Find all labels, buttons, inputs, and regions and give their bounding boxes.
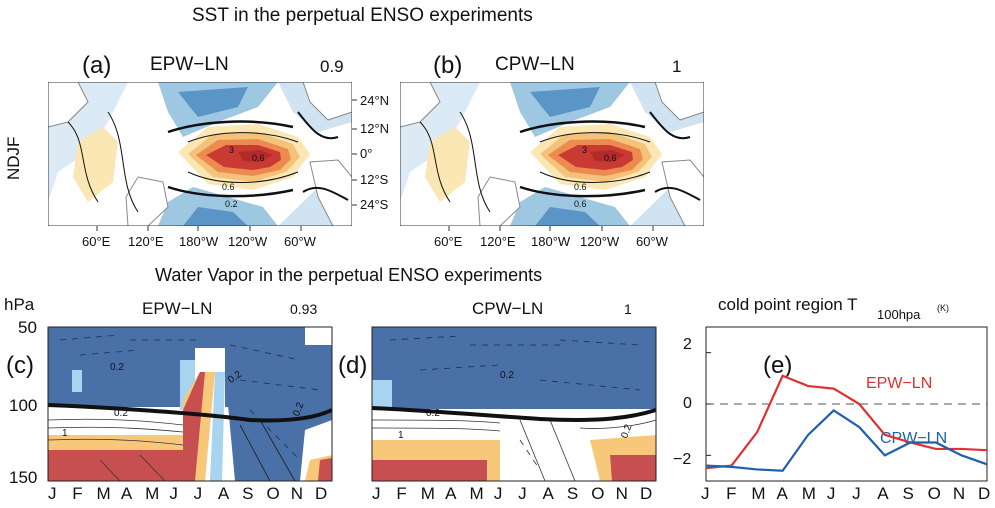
y-unit-label: hPa	[4, 295, 35, 314]
y-tick-label: 50	[18, 318, 37, 337]
sst-contour-label: 0.6	[252, 153, 265, 163]
panel-e-month-label: A	[776, 484, 788, 503]
panel-d-month-label: D	[640, 484, 653, 503]
panel-b-correlation: 1	[672, 57, 682, 76]
sst-contour-label: 3	[582, 145, 588, 155]
wv-contour-label: 1	[62, 428, 68, 439]
panel-c-name: EPW−LN	[142, 299, 213, 318]
panel-e-ytick: 0	[683, 395, 692, 412]
panel-e-ytick: −2	[673, 451, 692, 468]
lat-tick-label: 24°N	[360, 93, 390, 108]
panel-e-letter: (e)	[763, 352, 793, 379]
wv-figure-title: Water Vapor in the perpetual ENSO experi…	[155, 265, 543, 285]
lon-tick-label: 120°W	[228, 234, 268, 249]
panel-d-month-label: J	[372, 484, 381, 503]
panel-e-month-label: N	[952, 484, 966, 503]
panel-a-name: EPW−LN	[150, 54, 229, 75]
wv-contour-label: 0.2	[114, 408, 128, 419]
lon-tick-label: 120°E	[480, 234, 516, 249]
lon-tick-label: 60°W	[636, 234, 668, 249]
panel-c-month-label: M	[145, 484, 160, 503]
sst-contour-label: 0.6	[574, 182, 587, 192]
panel-d-letter: (d)	[338, 352, 368, 379]
panel-c-month-label: J	[48, 484, 57, 503]
panel-c-month-label: S	[242, 484, 254, 503]
panel-d-month-label: S	[566, 484, 579, 503]
panel-d-plot	[371, 326, 657, 482]
lon-tick-label: 60°E	[82, 234, 111, 249]
panel-c-correlation: 0.93	[290, 301, 318, 317]
wv-contour-label: 0.2	[426, 408, 440, 419]
panel-c-month-label: J	[169, 484, 178, 503]
panel-c-month-label: O	[266, 484, 280, 503]
panel-a-letter: (a)	[82, 52, 112, 79]
panel-d-month-label: M	[420, 484, 435, 503]
sst-figure-title: SST in the perpetual ENSO experiments	[192, 5, 533, 26]
panel-c-month-label: A	[120, 484, 133, 503]
panel-e-month-label: J	[701, 484, 710, 503]
panel-c-month-label: A	[217, 484, 230, 503]
panel-c-month-label: D	[315, 484, 328, 503]
panel-c-month-label: M	[96, 484, 111, 503]
sst-contour-label: 0.6	[222, 182, 235, 192]
lon-tick-label: 180°W	[531, 234, 571, 249]
panel-e-month-label: A	[877, 484, 889, 503]
y-tick-label: 150	[9, 468, 38, 487]
panel-c-letter: (c)	[6, 352, 34, 379]
panel-d-month-label: A	[542, 484, 554, 503]
panel-d-month-label: N	[615, 484, 628, 503]
panel-d-month-label: F	[396, 484, 407, 503]
panel-d-name: CPW−LN	[472, 299, 544, 318]
panel-e-month-label: F	[726, 484, 737, 503]
panel-d-month-label: M	[469, 484, 484, 503]
panel-e-title-unit: (K)	[937, 303, 949, 313]
panel-c-month-label: N	[290, 484, 303, 503]
wv-contour-label: 1	[398, 430, 404, 441]
wv-contour-label: 0.2	[110, 362, 124, 373]
panel-e-month-label: S	[902, 484, 914, 503]
panel-d-month-label: J	[493, 484, 503, 503]
sst-contour-label: 0.2	[225, 199, 238, 209]
panel-d-month-label: J	[518, 484, 527, 503]
panel-e-month-label: D	[978, 484, 991, 503]
panel-c-month-label: J	[193, 484, 203, 503]
panel-e-month-label: O	[927, 484, 941, 503]
panel-e-ytick: 2	[683, 336, 692, 353]
lon-tick-label: 60°E	[434, 234, 463, 249]
panel-d-month-label: A	[445, 484, 457, 503]
series-line-cpw	[705, 409, 988, 472]
lat-tick-label: 12°N	[360, 121, 390, 136]
lon-tick-label: 180°W	[179, 234, 219, 249]
panel-a-correlation: 0.9	[320, 57, 344, 76]
panel-c-plot	[47, 326, 333, 482]
panel-e-month-label: M	[801, 484, 816, 503]
lon-tick-label: 120°E	[128, 234, 164, 249]
legend-epw: EPW−LN	[866, 375, 933, 392]
panel-b-name: CPW−LN	[495, 54, 575, 75]
panel-d-correlation: 1	[624, 301, 632, 317]
panel-c-month-label: F	[72, 484, 83, 503]
lon-tick-label: 120°W	[580, 234, 620, 249]
panel-e-month-label: J	[852, 484, 861, 503]
sst-contour-label: 0.6	[574, 199, 587, 209]
panel-e-month-label: M	[751, 484, 766, 503]
sst-contour-label: 3	[229, 145, 235, 155]
panel-e-title: cold point region T	[718, 295, 858, 314]
panel-e-month-label: J	[826, 484, 836, 503]
y-tick-label: 100	[9, 396, 38, 415]
sst-contour-label: 0.6	[604, 153, 617, 163]
lat-tick-label: 24°S	[360, 197, 389, 212]
panel-d-month-label: O	[591, 484, 605, 503]
lon-tick-label: 60°W	[284, 234, 316, 249]
wv-contour-label: 0.2	[500, 370, 514, 381]
panel-e-title-subscript: 100hpa	[877, 307, 921, 322]
panel-b-letter: (b)	[433, 52, 463, 79]
series-line-epw	[705, 374, 988, 470]
lat-tick-label: 12°S	[360, 172, 389, 187]
lat-tick-label: 0°	[360, 146, 373, 161]
